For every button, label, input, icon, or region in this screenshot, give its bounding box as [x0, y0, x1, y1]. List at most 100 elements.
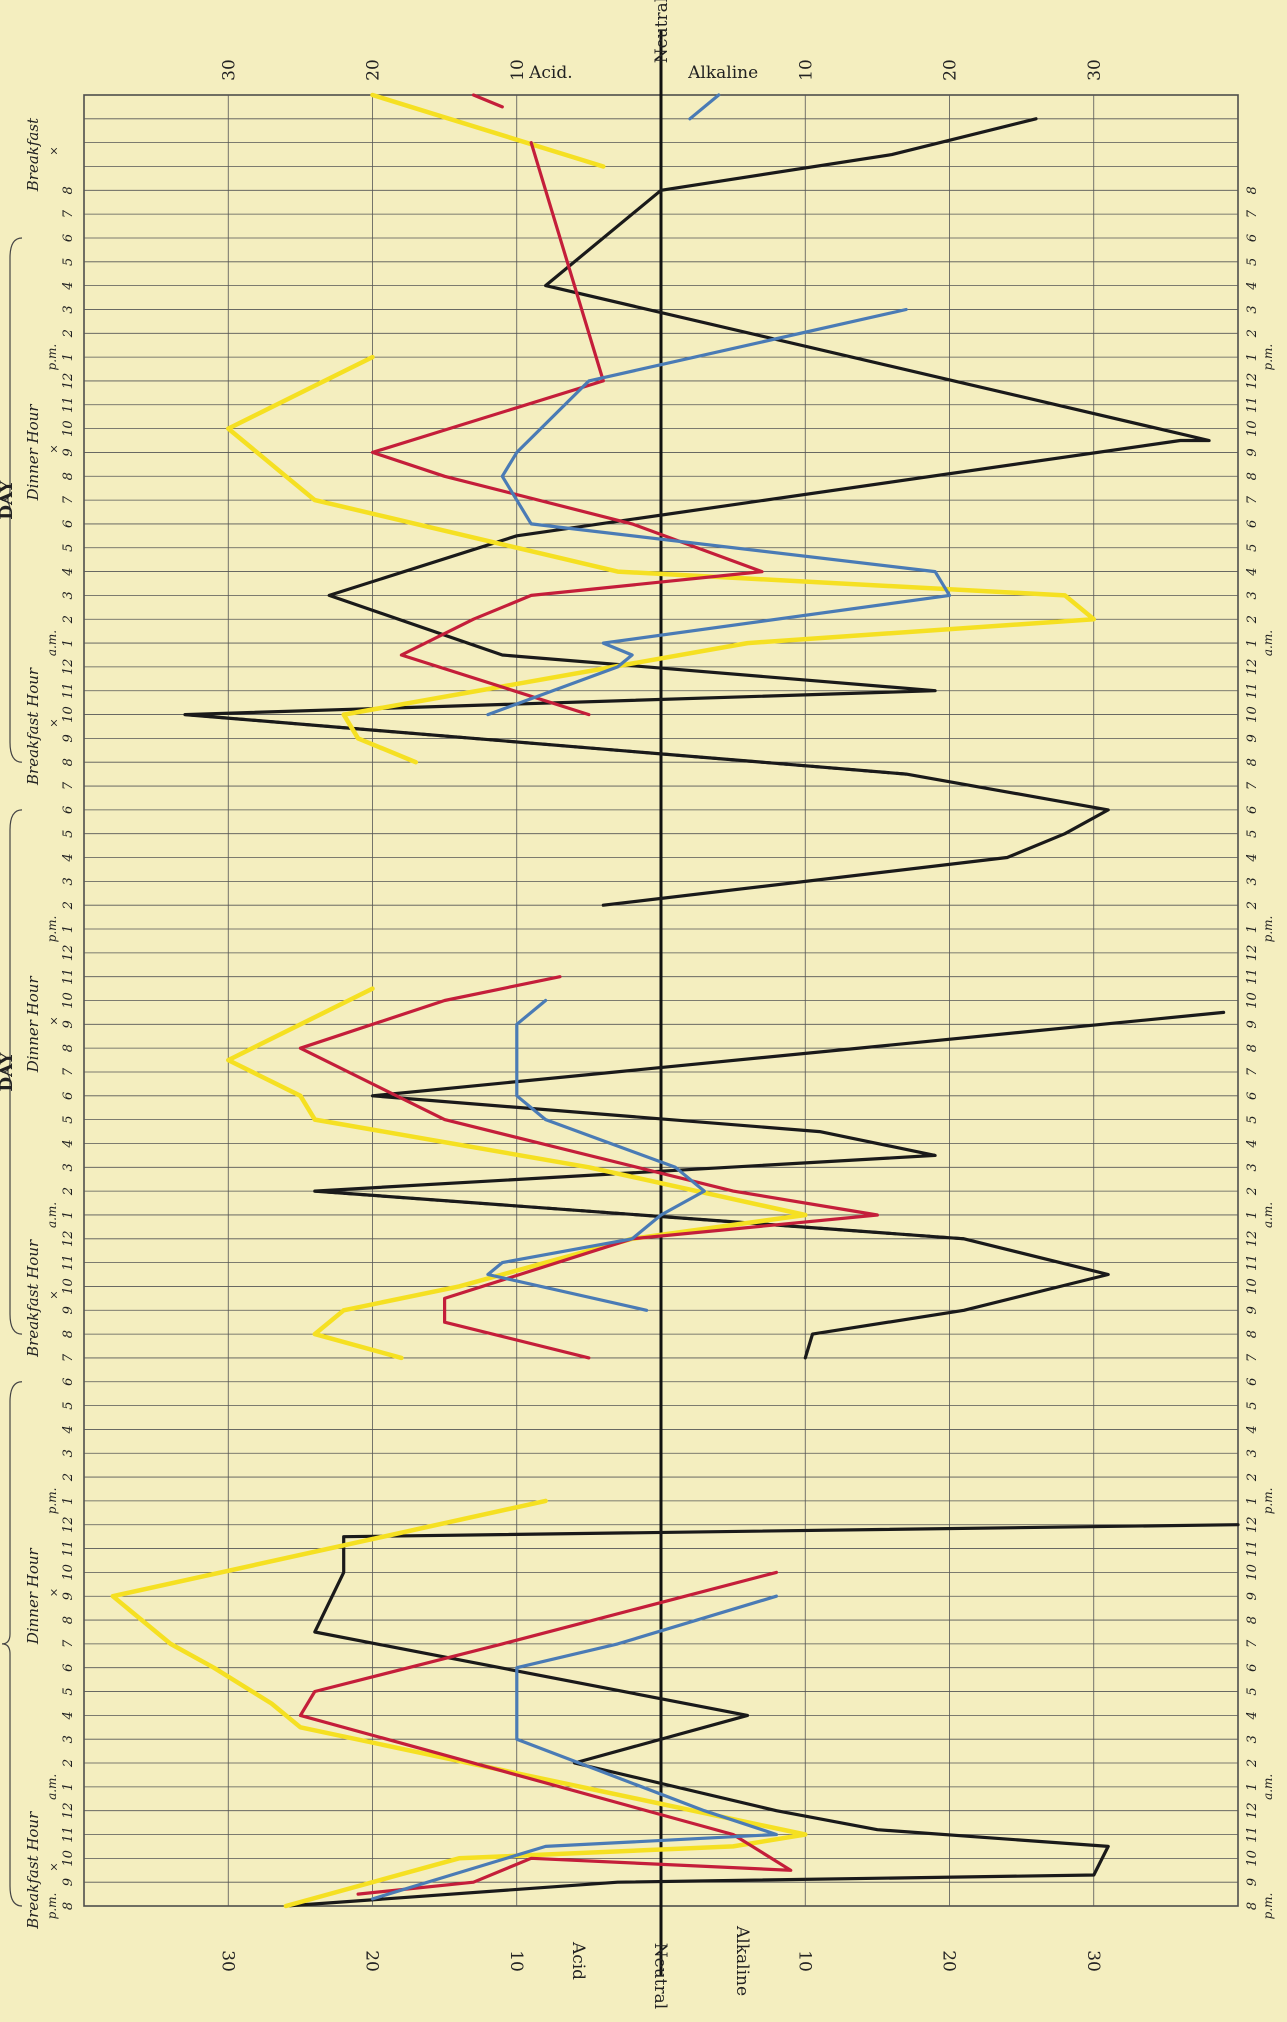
bottom-value-label: Alkaline: [732, 1925, 752, 1996]
top-value-label: 30: [219, 59, 239, 81]
hour-label-left: 10: [61, 706, 76, 723]
series-3-line: [370, 1594, 778, 1901]
hour-label-left: 12: [61, 1231, 76, 1248]
hour-label-right: 2: [1245, 901, 1260, 910]
hour-label-left: 7: [61, 781, 76, 790]
hour-label-left: 5: [61, 1687, 76, 1695]
hour-label-right: 10: [1245, 706, 1260, 723]
hour-label-left: 5: [61, 258, 76, 266]
ampm-marker-left: p.m.: [45, 1893, 59, 1920]
top-value-label: Neutral: [652, 0, 672, 63]
hour-label-left: 1: [61, 1783, 76, 1791]
hour-label-left: 3: [61, 1449, 76, 1457]
hour-label-right: 6: [1245, 1378, 1260, 1386]
hour-label-right: 3: [1245, 591, 1260, 599]
hour-label-left: 8: [61, 758, 76, 766]
top-value-label: 10: [796, 59, 816, 81]
bottom-value-label: 10: [506, 1950, 526, 1972]
meal-marker-x: ×: [49, 716, 58, 729]
hour-label-right: 8: [1245, 1902, 1260, 1910]
hour-label-left: 9: [61, 1306, 76, 1314]
hour-label-right: 7: [1245, 209, 1260, 218]
hour-label-left: 5: [61, 544, 76, 552]
hour-label-left: 1: [61, 353, 76, 361]
hour-label-right: 2: [1245, 1187, 1260, 1196]
hour-label-right: 5: [1245, 1401, 1260, 1409]
hour-label-right: 3: [1245, 305, 1260, 313]
series-1-line: [110, 1498, 808, 1909]
hour-label-right: 1: [1245, 639, 1260, 647]
hour-label-right: 5: [1245, 1116, 1260, 1124]
hour-label-left: 7: [61, 1067, 76, 1076]
hour-label-left: 6: [61, 1092, 76, 1100]
series-0-line: [183, 117, 1211, 907]
hour-label-left: 8: [61, 1044, 76, 1052]
hour-label-right: 10: [1245, 420, 1260, 437]
day-header: DAY: [0, 480, 17, 520]
hour-label-right: 1: [1245, 353, 1260, 361]
hour-label-left: 12: [61, 945, 76, 962]
hour-label-left: 11: [61, 1826, 76, 1843]
hour-label-right: 3: [1245, 1449, 1260, 1457]
top-value-label: 30: [1085, 59, 1105, 81]
hour-label-right: 4: [1245, 281, 1260, 290]
ampm-marker-left: a.m.: [45, 1202, 59, 1228]
hour-label-right: 3: [1245, 1163, 1260, 1171]
hour-label-right: 12: [1245, 1231, 1260, 1248]
series-3-line: [486, 307, 952, 717]
series-2-line: [471, 93, 504, 109]
hour-label-right: 7: [1245, 495, 1260, 504]
hour-label-right: 9: [1245, 1020, 1260, 1028]
hour-label-left: 10: [61, 1850, 76, 1867]
series-1-line: [370, 92, 606, 169]
hour-label-left: 2: [61, 329, 76, 338]
hour-label-left: 12: [61, 659, 76, 676]
ampm-marker-right: a.m.: [1261, 1774, 1275, 1800]
hour-label-left: 11: [61, 1254, 76, 1271]
hour-label-left: 7: [61, 1639, 76, 1648]
hour-label-right: 8: [1245, 472, 1260, 480]
hour-label-left: 10: [61, 1564, 76, 1581]
hour-label-right: 9: [1245, 1592, 1260, 1600]
top-value-label: Acid.: [528, 63, 573, 83]
hour-label-right: 9: [1245, 734, 1260, 742]
hour-label-left: 10: [61, 1278, 76, 1295]
hour-label-right: 7: [1245, 1067, 1260, 1076]
hour-label-left: 2: [61, 1187, 76, 1196]
meal-hour-label: Breakfast: [24, 117, 42, 192]
hour-label-right: 6: [1245, 1092, 1260, 1100]
top-value-label: 10: [508, 59, 528, 81]
top-value-label: 20: [364, 59, 384, 81]
series-3-line: [688, 93, 721, 121]
hour-label-left: 2: [61, 1473, 76, 1482]
series-2-line: [370, 141, 764, 717]
hour-label-left: 8: [61, 1902, 76, 1910]
hour-label-right: 6: [1245, 806, 1260, 814]
hour-label-left: 4: [61, 567, 76, 576]
hour-label-right: 10: [1245, 1278, 1260, 1295]
hour-label-left: 1: [61, 925, 76, 933]
hour-label-left: 3: [61, 591, 76, 599]
meal-marker-x: ×: [49, 1014, 58, 1027]
hour-label-right: 2: [1245, 1759, 1260, 1768]
hour-label-left: 10: [61, 420, 76, 437]
hour-label-left: 6: [61, 1378, 76, 1386]
bottom-value-label: 10: [794, 1950, 814, 1972]
meal-hour-label: Breakfast Hour: [24, 1811, 42, 1930]
bottom-value-label: Neutral: [650, 1943, 670, 2009]
top-value-label: 20: [941, 59, 961, 81]
hour-label-right: 11: [1245, 682, 1260, 699]
hour-label-left: 6: [61, 806, 76, 814]
series-2-line: [298, 975, 879, 1360]
hour-label-right: 11: [1245, 397, 1260, 414]
hour-label-right: 5: [1245, 258, 1260, 266]
hour-label-left: 6: [61, 1664, 76, 1672]
hour-label-right: 6: [1245, 520, 1260, 528]
hour-label-right: 11: [1245, 1540, 1260, 1557]
series-0-dashed: [314, 1189, 965, 1241]
ampm-marker-right: a.m.: [1261, 1202, 1275, 1228]
hour-label-right: 8: [1245, 1616, 1260, 1624]
hour-label-left: 12: [61, 373, 76, 390]
hour-label-left: 12: [61, 1516, 76, 1533]
day-header: DAY: [0, 1052, 17, 1092]
